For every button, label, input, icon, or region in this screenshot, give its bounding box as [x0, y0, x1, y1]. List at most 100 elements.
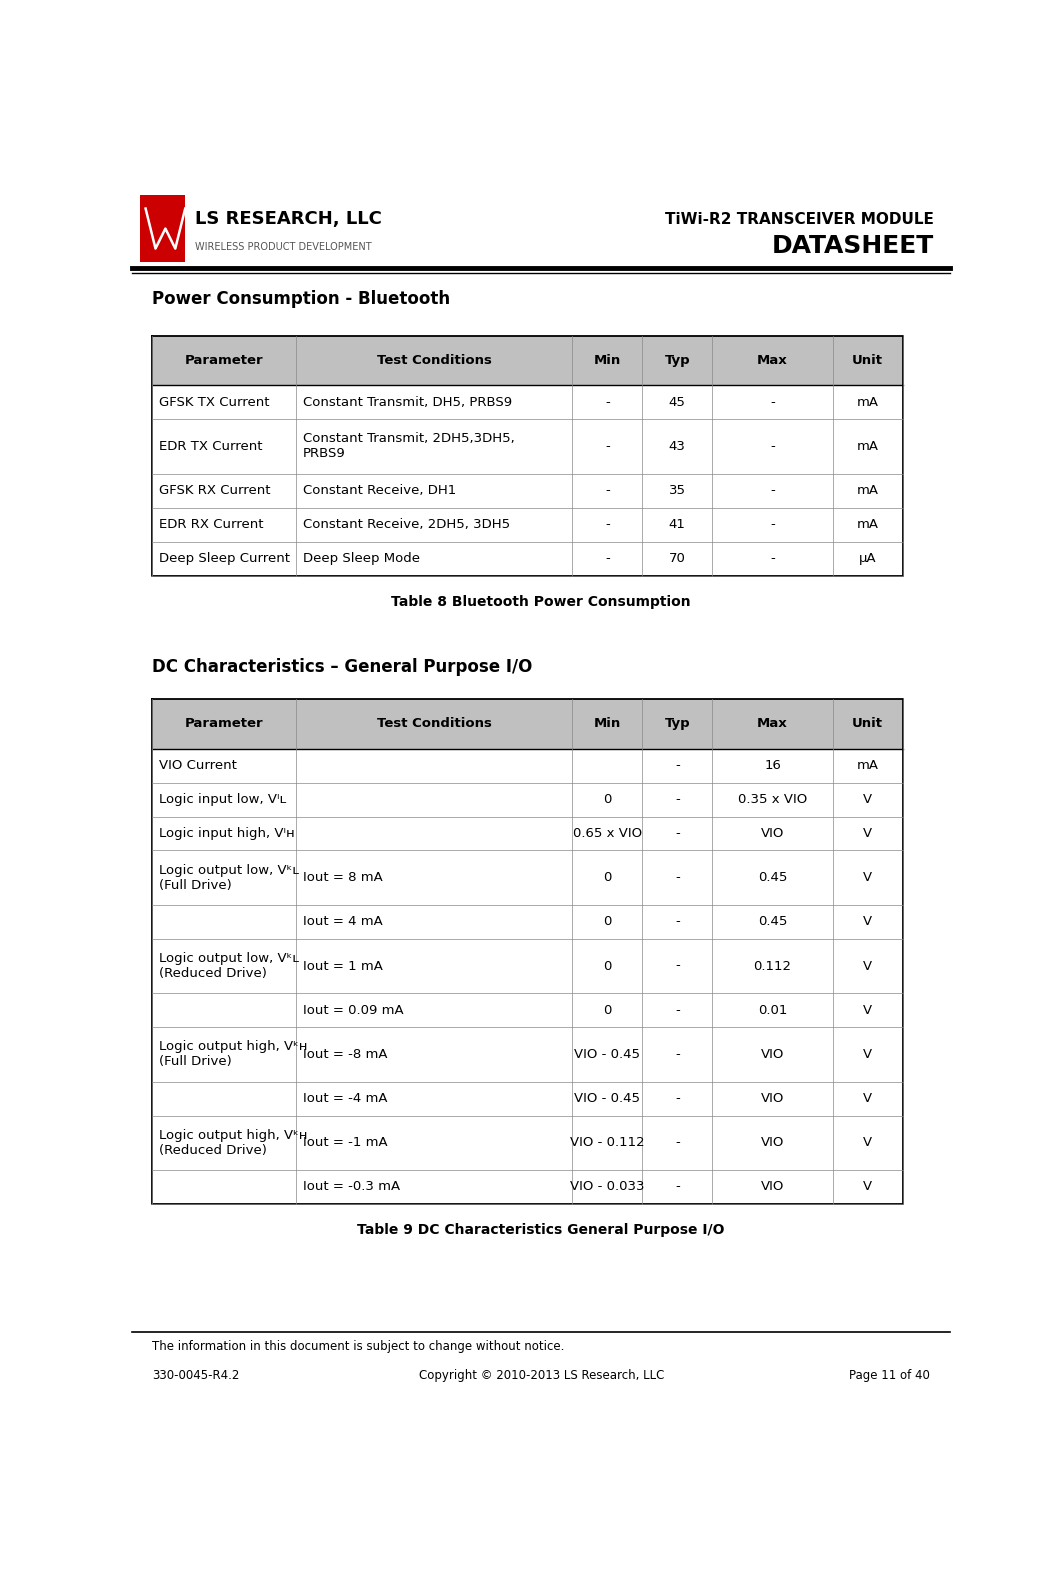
- Text: -: -: [770, 484, 775, 496]
- Text: Typ: Typ: [664, 355, 690, 367]
- Text: 0.45: 0.45: [758, 916, 787, 928]
- FancyBboxPatch shape: [833, 993, 903, 1028]
- FancyBboxPatch shape: [642, 939, 712, 993]
- Text: VIO: VIO: [760, 1092, 785, 1105]
- FancyBboxPatch shape: [297, 1081, 572, 1116]
- FancyBboxPatch shape: [152, 700, 297, 749]
- FancyBboxPatch shape: [642, 700, 712, 749]
- Text: Copyright © 2010-2013 LS Research, LLC: Copyright © 2010-2013 LS Research, LLC: [418, 1368, 664, 1382]
- Text: 0: 0: [603, 960, 611, 972]
- Text: Table 9 DC Characteristics General Purpose I/O: Table 9 DC Characteristics General Purpo…: [357, 1223, 725, 1237]
- Text: -: -: [675, 760, 680, 772]
- Text: V: V: [863, 1048, 872, 1061]
- FancyBboxPatch shape: [152, 1116, 297, 1169]
- FancyBboxPatch shape: [572, 336, 642, 385]
- FancyBboxPatch shape: [152, 542, 297, 575]
- FancyBboxPatch shape: [642, 419, 712, 473]
- Text: Min: Min: [593, 355, 621, 367]
- FancyBboxPatch shape: [833, 385, 903, 419]
- Text: Iout = -1 mA: Iout = -1 mA: [303, 1136, 388, 1149]
- FancyBboxPatch shape: [297, 905, 572, 939]
- FancyBboxPatch shape: [572, 542, 642, 575]
- FancyBboxPatch shape: [833, 507, 903, 542]
- FancyBboxPatch shape: [297, 783, 572, 816]
- Text: Iout = -0.3 mA: Iout = -0.3 mA: [303, 1180, 400, 1193]
- FancyBboxPatch shape: [712, 851, 833, 905]
- FancyBboxPatch shape: [572, 507, 642, 542]
- FancyBboxPatch shape: [152, 507, 297, 542]
- FancyBboxPatch shape: [297, 993, 572, 1028]
- Text: V: V: [863, 1092, 872, 1105]
- FancyBboxPatch shape: [712, 507, 833, 542]
- FancyBboxPatch shape: [712, 993, 833, 1028]
- FancyBboxPatch shape: [712, 1169, 833, 1204]
- FancyBboxPatch shape: [572, 385, 642, 419]
- Text: 0.01: 0.01: [758, 1004, 787, 1017]
- FancyBboxPatch shape: [642, 1116, 712, 1169]
- FancyBboxPatch shape: [297, 473, 572, 507]
- Text: -: -: [675, 793, 680, 805]
- FancyBboxPatch shape: [297, 749, 572, 783]
- Text: Max: Max: [757, 355, 788, 367]
- Text: 0.45: 0.45: [758, 872, 787, 884]
- FancyBboxPatch shape: [152, 1081, 297, 1116]
- Text: 0.112: 0.112: [754, 960, 792, 972]
- Text: Iout = -4 mA: Iout = -4 mA: [303, 1092, 388, 1105]
- FancyBboxPatch shape: [712, 939, 833, 993]
- FancyBboxPatch shape: [833, 700, 903, 749]
- Text: Test Conditions: Test Conditions: [377, 355, 492, 367]
- FancyBboxPatch shape: [297, 336, 572, 385]
- FancyBboxPatch shape: [712, 700, 833, 749]
- Text: VIO: VIO: [760, 827, 785, 840]
- FancyBboxPatch shape: [642, 542, 712, 575]
- FancyBboxPatch shape: [572, 939, 642, 993]
- FancyBboxPatch shape: [297, 1169, 572, 1204]
- Text: 0: 0: [603, 916, 611, 928]
- Text: Constant Transmit, 2DH5,3DH5,
PRBS9: Constant Transmit, 2DH5,3DH5, PRBS9: [303, 432, 514, 460]
- Text: Iout = 1 mA: Iout = 1 mA: [303, 960, 382, 972]
- FancyBboxPatch shape: [152, 993, 297, 1028]
- FancyBboxPatch shape: [152, 749, 297, 783]
- FancyBboxPatch shape: [140, 195, 185, 262]
- Text: VIO - 0.45: VIO - 0.45: [574, 1048, 640, 1061]
- Text: The information in this document is subject to change without notice.: The information in this document is subj…: [152, 1340, 565, 1352]
- FancyBboxPatch shape: [833, 939, 903, 993]
- Text: V: V: [863, 827, 872, 840]
- FancyBboxPatch shape: [152, 939, 297, 993]
- FancyBboxPatch shape: [152, 851, 297, 905]
- Text: -: -: [675, 1048, 680, 1061]
- FancyBboxPatch shape: [572, 816, 642, 851]
- FancyBboxPatch shape: [712, 816, 833, 851]
- Text: EDR TX Current: EDR TX Current: [159, 440, 263, 452]
- Text: DC Characteristics – General Purpose I/O: DC Characteristics – General Purpose I/O: [152, 659, 533, 676]
- Text: 0.65 x VIO: 0.65 x VIO: [572, 827, 642, 840]
- Text: -: -: [675, 1180, 680, 1193]
- Text: V: V: [863, 1180, 872, 1193]
- FancyBboxPatch shape: [712, 905, 833, 939]
- Text: VIO - 0.112: VIO - 0.112: [570, 1136, 644, 1149]
- Text: Constant Transmit, DH5, PRBS9: Constant Transmit, DH5, PRBS9: [303, 396, 512, 408]
- Text: Iout = -8 mA: Iout = -8 mA: [303, 1048, 388, 1061]
- FancyBboxPatch shape: [297, 385, 572, 419]
- Text: 41: 41: [668, 519, 685, 531]
- FancyBboxPatch shape: [833, 473, 903, 507]
- Text: Page 11 of 40: Page 11 of 40: [849, 1368, 930, 1382]
- FancyBboxPatch shape: [642, 1028, 712, 1081]
- Text: -: -: [605, 484, 609, 496]
- Text: Parameter: Parameter: [185, 355, 264, 367]
- Text: Iout = 0.09 mA: Iout = 0.09 mA: [303, 1004, 403, 1017]
- FancyBboxPatch shape: [712, 419, 833, 473]
- FancyBboxPatch shape: [833, 816, 903, 851]
- Text: -: -: [770, 552, 775, 566]
- Text: VIO: VIO: [760, 1048, 785, 1061]
- FancyBboxPatch shape: [152, 385, 297, 419]
- Text: Logic output low, Vᵏʟ
(Reduced Drive): Logic output low, Vᵏʟ (Reduced Drive): [159, 952, 299, 980]
- FancyBboxPatch shape: [712, 385, 833, 419]
- Text: Constant Receive, DH1: Constant Receive, DH1: [303, 484, 456, 496]
- FancyBboxPatch shape: [642, 507, 712, 542]
- FancyBboxPatch shape: [833, 336, 903, 385]
- Text: mA: mA: [856, 519, 879, 531]
- FancyBboxPatch shape: [642, 851, 712, 905]
- Text: DATASHEET: DATASHEET: [772, 233, 934, 258]
- Text: EDR RX Current: EDR RX Current: [159, 519, 264, 531]
